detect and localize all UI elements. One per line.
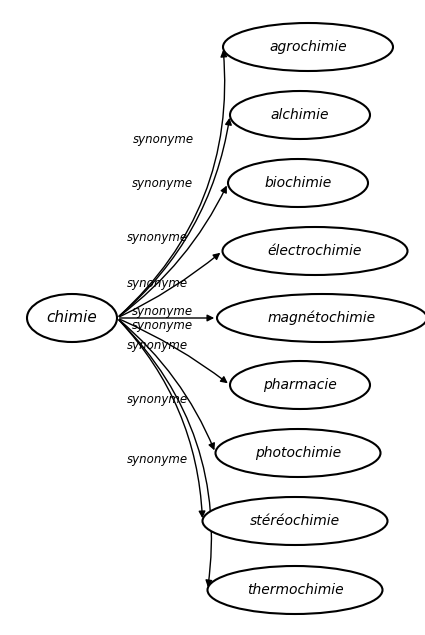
Ellipse shape (230, 361, 370, 409)
Text: synonyme: synonyme (131, 305, 193, 319)
Text: synonyme: synonyme (126, 231, 187, 243)
Text: chimie: chimie (47, 311, 97, 326)
Text: synonyme: synonyme (126, 276, 187, 290)
Ellipse shape (228, 159, 368, 207)
FancyArrowPatch shape (119, 187, 226, 316)
Text: synonyme: synonyme (126, 453, 187, 467)
FancyArrowPatch shape (119, 319, 227, 382)
FancyArrowPatch shape (119, 51, 227, 316)
Text: électrochimie: électrochimie (268, 244, 362, 258)
Text: biochimie: biochimie (264, 176, 332, 190)
Ellipse shape (202, 497, 388, 545)
Text: photochimie: photochimie (255, 446, 341, 460)
Ellipse shape (217, 294, 425, 342)
FancyArrowPatch shape (119, 320, 212, 585)
FancyArrowPatch shape (119, 320, 205, 517)
Text: magnétochimie: magnétochimie (268, 311, 376, 325)
Ellipse shape (223, 227, 408, 275)
Text: alchimie: alchimie (271, 108, 329, 122)
Text: synonyme: synonyme (126, 338, 187, 352)
Ellipse shape (207, 566, 382, 614)
Text: thermochimie: thermochimie (246, 583, 343, 597)
FancyArrowPatch shape (119, 119, 231, 316)
Ellipse shape (230, 91, 370, 139)
Text: agrochimie: agrochimie (269, 40, 347, 54)
Text: synonyme: synonyme (131, 319, 193, 333)
Text: stéréochimie: stéréochimie (250, 514, 340, 528)
FancyArrowPatch shape (120, 315, 212, 321)
Text: pharmacie: pharmacie (263, 378, 337, 392)
Text: synonyme: synonyme (131, 177, 193, 189)
Ellipse shape (215, 429, 380, 477)
FancyArrowPatch shape (119, 320, 214, 449)
Ellipse shape (27, 294, 117, 342)
Text: synonyme: synonyme (133, 133, 193, 147)
Ellipse shape (223, 23, 393, 71)
Text: synonyme: synonyme (126, 394, 187, 406)
FancyArrowPatch shape (119, 254, 219, 317)
